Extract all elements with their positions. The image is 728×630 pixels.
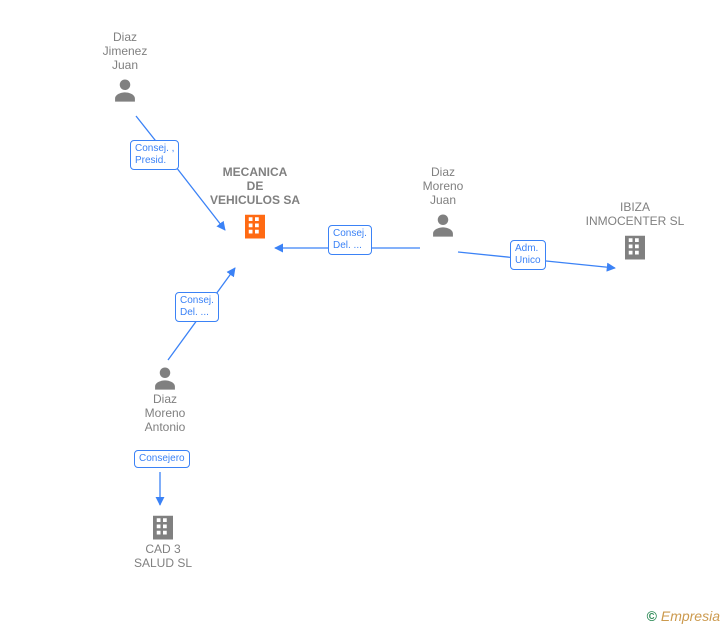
brand-label: Empresia [661,608,720,624]
watermark: © Empresia [647,608,720,624]
node-label: MECANICA DE VEHICULOS SA [200,165,310,207]
person-icon [111,76,139,104]
node-ibiza[interactable]: IBIZA INMOCENTER SL [580,200,690,262]
node-label: CAD 3 SALUD SL [128,542,198,570]
building-icon [240,211,270,241]
node-diaz-moreno-juan[interactable]: Diaz Moreno Juan [413,165,473,239]
person-icon [151,364,179,392]
building-icon [148,512,178,542]
building-icon [620,232,650,262]
node-diaz-moreno-antonio[interactable]: Diaz Moreno Antonio [135,360,195,434]
node-label: IBIZA INMOCENTER SL [580,200,690,228]
node-label: Diaz Jimenez Juan [95,30,155,72]
node-mecanica[interactable]: MECANICA DE VEHICULOS SA [200,165,310,241]
edge-label-consej-del-1: Consej. Del. ... [328,225,372,255]
edge-label-adm-unico: Adm. Unico [510,240,546,270]
person-icon [429,211,457,239]
node-label: Diaz Moreno Juan [413,165,473,207]
copyright-icon: © [647,608,657,624]
diagram-canvas: Diaz Jimenez Juan MECANICA DE VEHICULOS … [0,0,728,630]
node-diaz-jimenez-juan[interactable]: Diaz Jimenez Juan [95,30,155,104]
edge-label-consej-presid: Consej. , Presid. [130,140,179,170]
node-label: Diaz Moreno Antonio [135,392,195,434]
edge-label-consejero: Consejero [134,450,190,468]
node-cad3[interactable]: CAD 3 SALUD SL [128,508,198,570]
edge-label-consej-del-2: Consej. Del. ... [175,292,219,322]
